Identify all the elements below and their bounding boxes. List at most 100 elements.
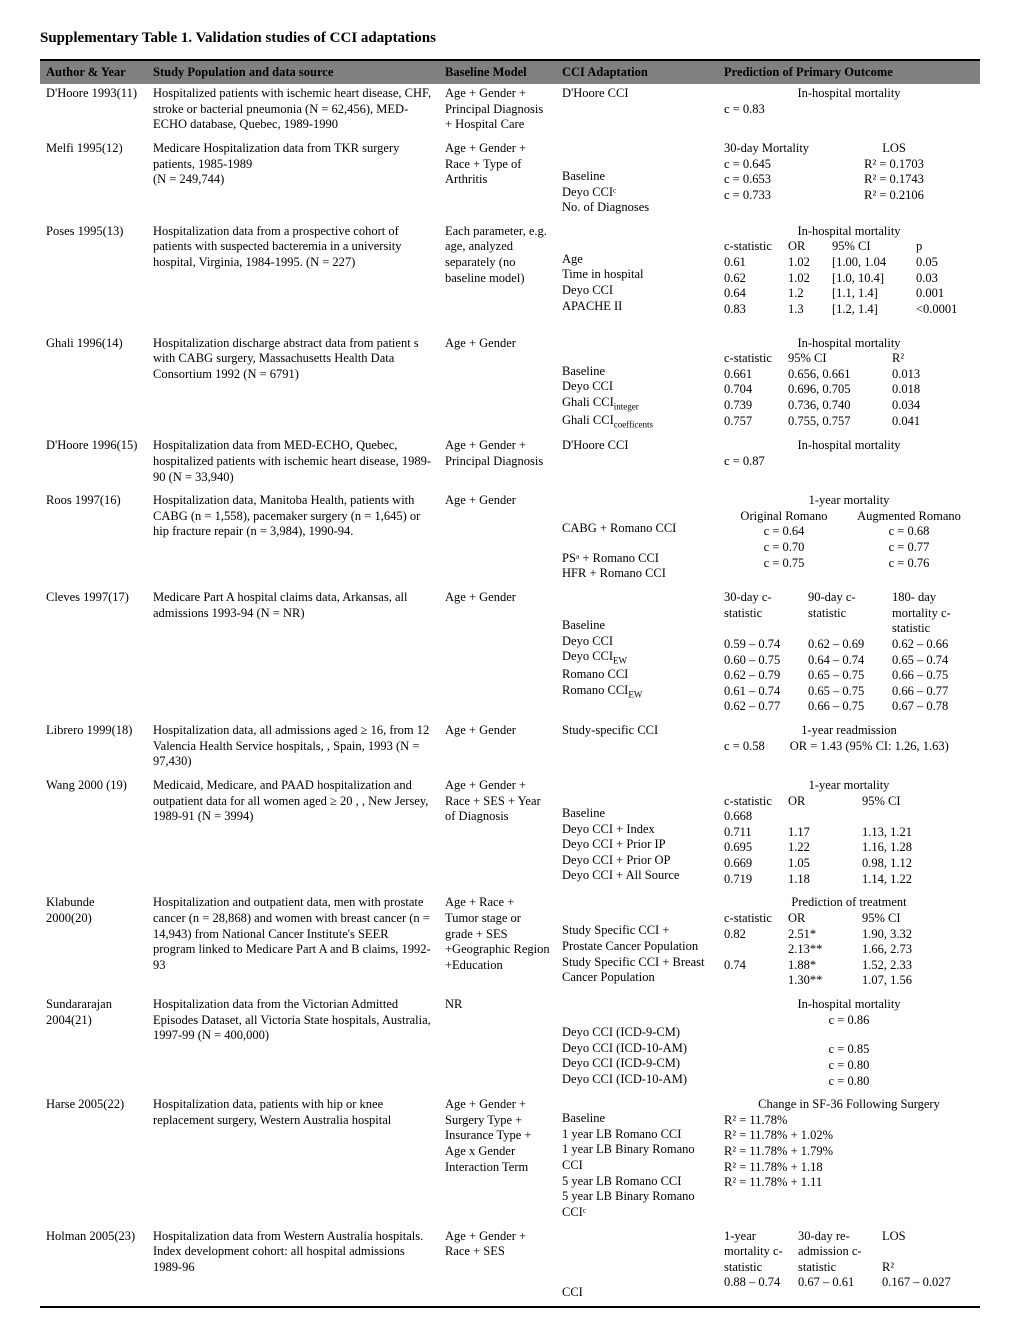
cell-baseline: Age + Gender + Principal Diagnosis	[439, 436, 556, 491]
outcome-title: Change in SF-36 Following Surgery	[724, 1097, 974, 1113]
outcome-value: c = 0.85	[724, 1042, 974, 1058]
outcome-value: c = 0.68	[848, 524, 974, 540]
outcome-title: In-hospital mortality	[724, 438, 974, 454]
adapt-label: Deyo CCI	[562, 283, 712, 299]
outcome-value: 1.22	[788, 840, 862, 856]
outcome-value: c = 0.76	[848, 556, 974, 572]
cell-adapt: CCI	[556, 1227, 718, 1308]
cell-pop: Hospitalization data from the Victorian …	[147, 995, 439, 1095]
hdr-author: Author & Year	[40, 60, 147, 84]
outcome-value: c = 0.80	[724, 1074, 974, 1090]
cell-author: Holman 2005(23)	[40, 1227, 147, 1308]
col-hdr: p	[916, 239, 974, 255]
adapt-label: Ghali CCIinteger	[562, 395, 712, 413]
outcome-title: In-hospital mortality	[724, 997, 974, 1013]
outcome-value: 0.65 – 0.75	[808, 684, 892, 700]
outcome-value: 0.711	[724, 825, 788, 841]
adapt-label: Study Specific CCI + Breast Cancer Popul…	[562, 955, 712, 986]
adapt-label: CABG + Romano CCI	[562, 521, 712, 537]
outcome-value	[862, 809, 974, 825]
adapt-label: Baseline	[562, 618, 712, 634]
outcome-value: c = 0.64	[724, 524, 848, 540]
outcome-value: 0.65 – 0.75	[808, 668, 892, 684]
table-row: Librero 1999(18) Hospitalization data, a…	[40, 721, 980, 776]
outcome-value: 0.66 – 0.75	[892, 668, 974, 684]
outcome-value	[788, 809, 862, 825]
table-row: Melfi 1995(12) Medicare Hospitalization …	[40, 139, 980, 222]
outcome-value: c = 0.653	[724, 172, 818, 188]
adapt-label: Deyo CCI	[562, 634, 712, 650]
outcome-value: R² = 11.78% + 1.18	[724, 1160, 974, 1176]
outcome-value: R² = 11.78%	[724, 1113, 974, 1129]
cell-pred: 1-year mortality c-statisticOR95% CI 0.6…	[718, 776, 980, 893]
table-row: Holman 2005(23) Hospitalization data fro…	[40, 1227, 980, 1308]
outcome-value: c = 0.87	[724, 454, 974, 470]
adapt-label: Deyo CCI (ICD-9-CM)	[562, 1025, 712, 1041]
outcome-value: 0.755, 0.757	[788, 414, 892, 430]
cell-pop: Hospitalization discharge abstract data …	[147, 334, 439, 437]
cell-pop: Hospitalized patients with ischemic hear…	[147, 84, 439, 139]
outcome-value: R² = 11.78% + 1.79%	[724, 1144, 974, 1160]
outcome-value: 1.02	[788, 271, 832, 287]
cell-pop: Hospitalization data, all admissions age…	[147, 721, 439, 776]
outcome-value: 0.65 – 0.74	[892, 653, 974, 669]
cell-author: Wang 2000 (19)	[40, 776, 147, 893]
outcome-value: c = 0.645	[724, 157, 818, 173]
col-hdr: 95% CI	[788, 351, 892, 367]
cell-adapt: Baseline 1 year LB Romano CCI 1 year LB …	[556, 1095, 718, 1226]
cell-adapt: Study Specific CCI + Prostate Cancer Pop…	[556, 893, 718, 995]
adapt-label: Deyo CCI + Prior IP	[562, 837, 712, 853]
adapt-label: Deyo CCI (ICD-10-AM)	[562, 1072, 712, 1088]
outcome-value: 0.66 – 0.77	[892, 684, 974, 700]
cell-pred: In-hospital mortality c = 0.83	[718, 84, 980, 139]
outcome-value: c = 0.86	[724, 1013, 974, 1029]
outcome-value: 0.59 – 0.74	[724, 637, 808, 653]
outcome-value: 1.14, 1.22	[862, 872, 974, 888]
adapt-label: Ghali CCIcoefficents	[562, 413, 712, 431]
cell-pred: Prediction of treatment c-statisticOR95%…	[718, 893, 980, 995]
page-title: Supplementary Table 1. Validation studie…	[40, 30, 980, 47]
outcome-title: In-hospital mortality	[724, 224, 974, 240]
outcome-value: 1.52, 2.33 1.07, 1.56	[862, 958, 974, 989]
cell-adapt: Age Time in hospital Deyo CCI APACHE II	[556, 222, 718, 334]
cell-pred: In-hospital mortality c = 0.87	[718, 436, 980, 491]
outcome-value: 0.62 – 0.79	[724, 668, 808, 684]
cell-pop: Hospitalization data from a prospective …	[147, 222, 439, 334]
outcome-value: 0.736, 0.740	[788, 398, 892, 414]
outcome-value: 0.67 – 0.78	[892, 699, 974, 715]
col-hdr: OR	[788, 794, 862, 810]
col-hdr: 95% CI	[832, 239, 916, 255]
col-hdr: OR	[788, 911, 862, 927]
cell-adapt: Study-specific CCI	[556, 721, 718, 776]
outcome-value: 0.64	[724, 286, 788, 302]
cell-pred: In-hospital mortality c-statistic OR 95%…	[718, 222, 980, 334]
table-row: D'Hoore 1993(11) Hospitalized patients w…	[40, 84, 980, 139]
adapt-label: Deyo CCIEW	[562, 649, 712, 667]
col-hdr: Augmented Romano	[848, 509, 974, 525]
hdr-population: Study Population and data source	[147, 60, 439, 84]
outcome-value: 0.695	[724, 840, 788, 856]
outcome-value: c = 0.733	[724, 188, 818, 204]
outcome-value: 0.62 – 0.69	[808, 637, 892, 653]
outcome-value: c = 0.80	[724, 1058, 974, 1074]
outcome-value: 0.62	[724, 271, 788, 287]
col-hdr: LOS R²	[882, 1229, 974, 1276]
adapt-label: HFR + Romano CCI	[562, 566, 712, 582]
outcome-value: 0.696, 0.705	[788, 382, 892, 398]
cell-adapt: Baseline Deyo CCI Deyo CCIEW Romano CCI …	[556, 588, 718, 721]
outcome-value: R² = 0.1743	[818, 172, 974, 188]
outcome-value: 1.17	[788, 825, 862, 841]
cell-baseline: Age + Gender + Race + SES + Year of Diag…	[439, 776, 556, 893]
validation-table: Author & Year Study Population and data …	[40, 59, 980, 1308]
table-row: Wang 2000 (19) Medicaid, Medicare, and P…	[40, 776, 980, 893]
adapt-label: CCI	[562, 1285, 712, 1301]
outcome-value: 0.704	[724, 382, 788, 398]
adapt-label: Deyo CCI + All Source	[562, 868, 712, 884]
adapt-label: Deyo CCIᶜ	[562, 185, 712, 201]
outcome-value: 0.668	[724, 809, 788, 825]
outcome-value: 1.90, 3.32 1.66, 2.73	[862, 927, 974, 958]
outcome-value: 0.88 – 0.74	[724, 1275, 798, 1291]
adapt-label: Romano CCIEW	[562, 683, 712, 701]
adapt-label: Baseline	[562, 806, 712, 822]
adapt-label: Deyo CCI	[562, 379, 712, 395]
